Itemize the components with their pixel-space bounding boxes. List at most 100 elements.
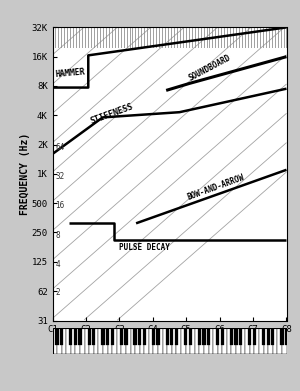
Bar (208, 328, 213, 354)
Bar (271, 328, 274, 345)
Bar (199, 328, 204, 354)
Bar (231, 328, 236, 354)
Bar (204, 328, 208, 354)
Bar (126, 328, 130, 354)
Bar (166, 328, 169, 345)
Bar (181, 328, 186, 354)
Y-axis label: FREQUENCY (Hz): FREQUENCY (Hz) (20, 133, 30, 215)
Bar (120, 328, 123, 345)
Bar (143, 328, 146, 345)
Bar (230, 328, 233, 345)
Bar (134, 328, 137, 345)
Text: 64: 64 (55, 143, 64, 152)
Bar (112, 328, 117, 354)
Bar (57, 328, 62, 354)
Bar (234, 328, 238, 345)
Bar (202, 328, 206, 345)
Bar (285, 328, 288, 345)
Bar (149, 328, 153, 354)
Bar (80, 328, 85, 354)
Bar (88, 328, 91, 345)
Bar (282, 328, 286, 354)
Bar (236, 328, 241, 354)
Bar (156, 328, 160, 345)
Bar (66, 328, 71, 354)
Bar (106, 328, 109, 345)
Bar (195, 328, 199, 354)
Bar (69, 328, 73, 345)
Bar (98, 328, 103, 354)
Text: PULSE DECAY: PULSE DECAY (119, 243, 170, 252)
Bar (176, 328, 181, 354)
Bar (277, 328, 282, 354)
Bar (222, 328, 227, 354)
Bar (108, 328, 112, 354)
Bar (101, 328, 105, 345)
Bar (56, 328, 59, 345)
Bar (186, 328, 190, 354)
Bar (117, 328, 121, 354)
Text: 16: 16 (55, 201, 64, 210)
Bar (184, 328, 187, 345)
Bar (188, 328, 192, 345)
Bar (85, 328, 89, 354)
Bar (190, 328, 195, 354)
Bar (268, 328, 273, 354)
Bar (245, 328, 250, 354)
Text: SOUNDBOARD: SOUNDBOARD (187, 53, 232, 83)
Bar (152, 328, 155, 345)
Bar (259, 328, 264, 354)
Bar (273, 328, 277, 354)
Bar (138, 328, 141, 345)
Bar (239, 328, 242, 345)
Text: 8: 8 (55, 231, 60, 240)
Text: BOW-AND-ARROW: BOW-AND-ARROW (187, 172, 246, 201)
Bar (213, 328, 218, 354)
Bar (227, 328, 231, 354)
Bar (241, 328, 245, 354)
Bar (144, 328, 149, 354)
Bar (262, 328, 265, 345)
Text: HAMMER: HAMMER (55, 67, 86, 79)
Bar (158, 328, 163, 354)
Bar (253, 328, 256, 345)
Bar (221, 328, 224, 345)
Bar (163, 328, 167, 354)
Bar (94, 328, 98, 354)
Bar (172, 328, 176, 354)
Bar (110, 328, 114, 345)
Bar (140, 328, 144, 354)
Bar (250, 328, 254, 354)
Bar (280, 328, 283, 345)
X-axis label: KEY NAME: KEY NAME (145, 336, 194, 346)
Bar (218, 328, 222, 354)
Bar (52, 328, 57, 354)
Bar (74, 328, 77, 345)
Bar (89, 328, 94, 354)
Bar (75, 328, 80, 354)
Bar (130, 328, 135, 354)
Bar (198, 328, 201, 345)
Bar (266, 328, 270, 345)
Bar (170, 328, 173, 345)
Bar (103, 328, 108, 354)
Bar (92, 328, 95, 345)
Bar (121, 328, 126, 354)
Bar (175, 328, 178, 345)
Bar (78, 328, 82, 345)
Bar (248, 328, 251, 345)
Bar (264, 328, 268, 354)
Bar (216, 328, 219, 345)
Bar (135, 328, 140, 354)
Bar (124, 328, 127, 345)
Bar (62, 328, 66, 354)
Bar (207, 328, 210, 345)
Bar (60, 328, 63, 345)
Text: 2: 2 (55, 288, 60, 297)
Bar (153, 328, 158, 354)
Text: 4: 4 (55, 260, 60, 269)
Bar (254, 328, 259, 354)
Text: 32: 32 (55, 172, 64, 181)
Text: STIFFNESS: STIFFNESS (89, 102, 135, 126)
Bar (71, 328, 75, 354)
